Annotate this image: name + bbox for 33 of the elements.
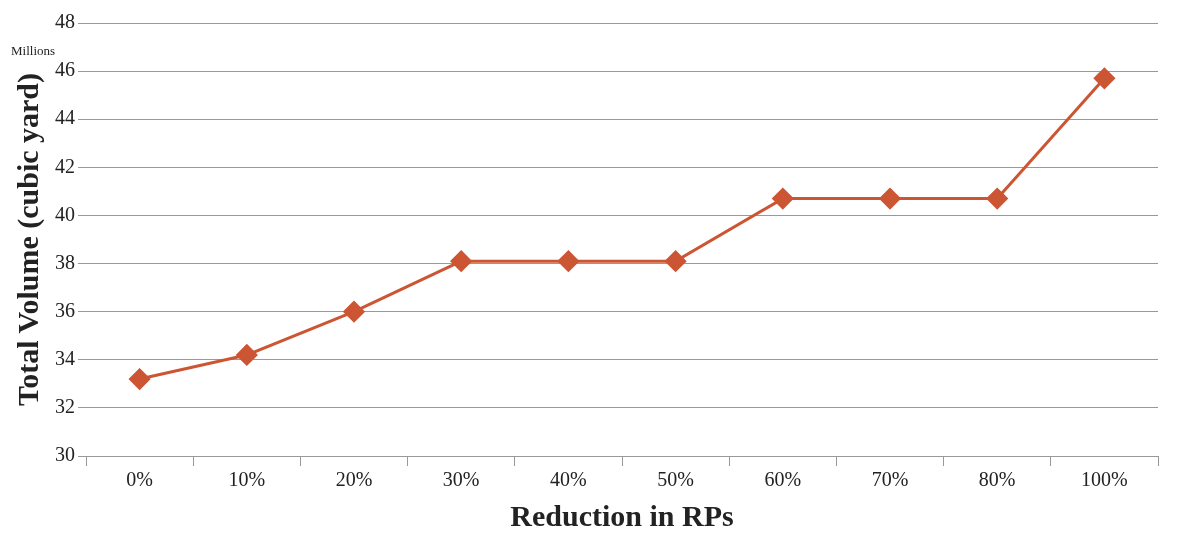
y-tick-label: 34 (55, 347, 75, 370)
x-tick-label: 80% (978, 468, 1016, 491)
x-tick-label: 70% (871, 468, 909, 491)
x-tick-label: 60% (764, 468, 802, 491)
x-tick-label: 30% (442, 468, 480, 491)
point (986, 188, 1008, 210)
x-tick-label: 20% (335, 468, 373, 491)
x-tick-label: 0% (126, 468, 153, 491)
y-axis-title: Total Volume (cubic yard) (10, 72, 45, 407)
point (236, 344, 258, 366)
y-tick-label: 44 (55, 106, 75, 129)
point (129, 368, 151, 390)
point (343, 301, 365, 323)
y-tick-label: 30 (55, 443, 75, 466)
y-tick-label: 36 (55, 298, 75, 321)
x-tick-label: 50% (657, 468, 694, 491)
point (450, 250, 472, 272)
point (1093, 67, 1115, 89)
y-tick-label: 42 (55, 154, 75, 177)
y-tick-label: 40 (55, 202, 75, 225)
point (879, 188, 901, 210)
y-tick-label: 32 (55, 395, 75, 418)
text: Millions (11, 42, 56, 58)
y-tick-label: 46 (55, 58, 75, 81)
x-tick-label: 10% (228, 468, 266, 491)
x-tick-label: 100% (1081, 468, 1128, 491)
y-tick-label: 38 (55, 250, 75, 273)
x-axis-title: Reduction in RPs (510, 498, 734, 532)
y-tick-label: 48 (55, 10, 75, 33)
point (665, 250, 687, 272)
point (772, 188, 794, 210)
x-tick-label: 40% (550, 468, 587, 491)
point (557, 250, 579, 272)
